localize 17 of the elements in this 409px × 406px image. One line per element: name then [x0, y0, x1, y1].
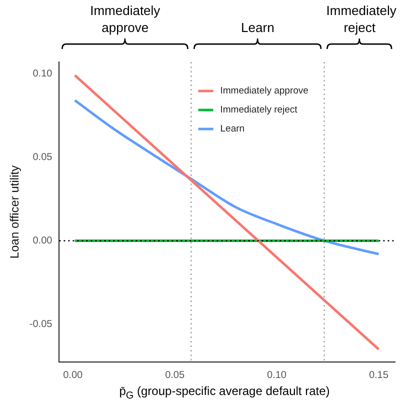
legend-label: Immediately approve: [220, 86, 308, 97]
y-tick-label: -0.05: [29, 319, 53, 330]
legend-label: Learn: [220, 124, 245, 135]
line-series: [74, 99, 380, 256]
x-tick-label: 0.15: [368, 370, 389, 381]
x-axis-title: p̄$_{G}$ (group-specific average default rate): [118, 384, 331, 402]
text: Learn: [240, 19, 276, 36]
text: Immediately approve: [89, 2, 162, 36]
x-tick-label: 0.10: [267, 370, 287, 381]
y-tick-label: 0.10: [32, 68, 53, 80]
legend-label: Immediately reject: [220, 104, 298, 116]
x-tick-label: 0.05: [165, 370, 185, 381]
y-axis-title: Loan officer utility: [8, 165, 22, 259]
text: Immediately reject: [326, 2, 396, 36]
y-tick-label: 0.05: [32, 152, 53, 163]
y-tick-label: 0.00: [32, 235, 53, 246]
x-tick-label: 0.00: [63, 370, 84, 381]
